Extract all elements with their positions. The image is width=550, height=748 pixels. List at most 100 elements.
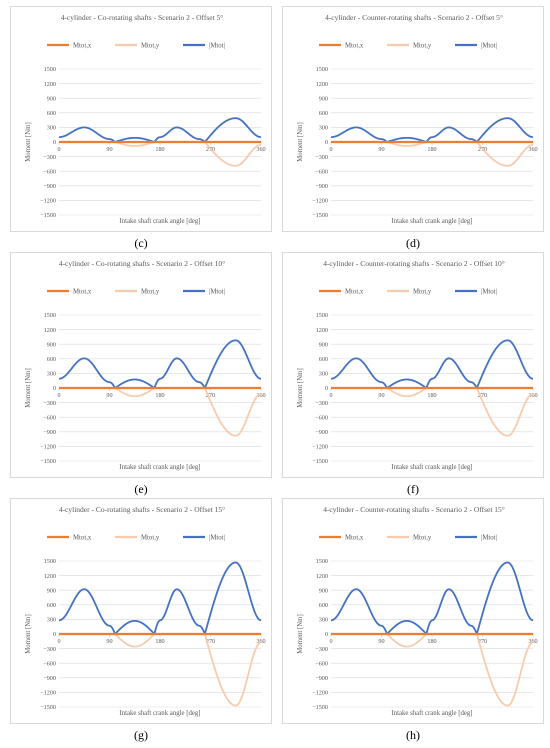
series-line-mtot-abs bbox=[330, 117, 534, 143]
legend-label: |Mtot| bbox=[209, 289, 225, 296]
legend-label: Mtot,x bbox=[345, 535, 364, 542]
y-tick-label: −1200 bbox=[40, 444, 56, 451]
chart-title: 4-cylinder - Counter-rotating shafts - S… bbox=[323, 259, 505, 268]
y-tick-label: −1500 bbox=[312, 212, 328, 219]
y-tick-label: −1500 bbox=[40, 212, 56, 219]
chart-panel-e: 4-cylinder - Co-rotating shafts - Scenar… bbox=[10, 252, 272, 478]
legend-label: Mtot,x bbox=[73, 535, 92, 542]
panel-caption: (d) bbox=[406, 236, 420, 250]
y-tick-label: 1500 bbox=[44, 66, 56, 73]
y-tick-label: 1500 bbox=[44, 312, 56, 319]
series-line-mtot-abs bbox=[330, 339, 534, 389]
y-tick-label: 1200 bbox=[44, 81, 56, 88]
y-tick-label: 900 bbox=[47, 341, 56, 348]
legend-label: |Mtot| bbox=[209, 535, 225, 542]
y-tick-label: 300 bbox=[47, 617, 56, 624]
y-tick-label: 900 bbox=[47, 95, 56, 102]
y-tick-label: 0 bbox=[325, 385, 328, 392]
legend-label: |Mtot| bbox=[481, 43, 497, 50]
legend-label: Mtot,y bbox=[141, 535, 160, 542]
y-tick-label: 600 bbox=[47, 110, 56, 117]
chart-svg-h: 4-cylinder - Counter-rotating shafts - S… bbox=[297, 505, 538, 717]
y-axis-label: Moment [Nm] bbox=[25, 614, 32, 653]
x-axis-label: Intake shaft crank angle [deg] bbox=[391, 464, 472, 471]
y-tick-label: −900 bbox=[43, 675, 56, 682]
y-tick-label: 1500 bbox=[316, 312, 328, 319]
legend-label: Mtot,x bbox=[73, 43, 92, 50]
chart-title: 4-cylinder - Counter-rotating shafts - S… bbox=[323, 505, 505, 514]
y-tick-label: 0 bbox=[53, 139, 56, 146]
y-tick-label: 1500 bbox=[316, 66, 328, 73]
x-tick-label: 0 bbox=[57, 146, 60, 153]
chart-title: 4-cylinder - Co-rotating shafts - Scenar… bbox=[59, 505, 225, 514]
y-tick-label: 900 bbox=[319, 341, 328, 348]
y-tick-label: 0 bbox=[53, 385, 56, 392]
y-tick-label: 0 bbox=[53, 631, 56, 638]
y-tick-label: 1200 bbox=[316, 327, 328, 334]
x-axis-label: Intake shaft crank angle [deg] bbox=[391, 710, 472, 717]
y-tick-label: −1200 bbox=[312, 444, 328, 451]
y-tick-label: −300 bbox=[315, 154, 328, 161]
y-tick-label: −300 bbox=[43, 646, 56, 653]
y-tick-label: −900 bbox=[315, 429, 328, 436]
chart-svg-g: 4-cylinder - Co-rotating shafts - Scenar… bbox=[25, 505, 266, 717]
chart-panel-c: 4-cylinder - Co-rotating shafts - Scenar… bbox=[10, 6, 272, 232]
y-tick-label: −900 bbox=[315, 675, 328, 682]
y-axis-label: Moment [Nm] bbox=[297, 368, 304, 407]
series-line-mtot-abs bbox=[58, 339, 262, 389]
y-tick-label: −300 bbox=[315, 400, 328, 407]
y-tick-label: −1500 bbox=[312, 458, 328, 465]
y-tick-label: 600 bbox=[319, 602, 328, 609]
y-tick-label: −600 bbox=[315, 660, 328, 667]
y-tick-label: 300 bbox=[319, 371, 328, 378]
y-tick-label: 600 bbox=[47, 356, 56, 363]
y-tick-label: 1200 bbox=[44, 573, 56, 580]
x-tick-label: 180 bbox=[427, 146, 436, 153]
y-tick-label: 900 bbox=[47, 587, 56, 594]
y-tick-label: 0 bbox=[325, 631, 328, 638]
y-tick-label: −1200 bbox=[40, 198, 56, 205]
chart-panel-f: 4-cylinder - Counter-rotating shafts - S… bbox=[282, 252, 544, 478]
y-tick-label: −600 bbox=[315, 414, 328, 421]
x-tick-label: 0 bbox=[57, 392, 60, 399]
legend-label: Mtot,y bbox=[141, 289, 160, 296]
y-tick-label: 1200 bbox=[316, 573, 328, 580]
x-tick-label: 90 bbox=[378, 146, 384, 153]
x-tick-label: 90 bbox=[106, 638, 112, 645]
y-tick-label: −600 bbox=[43, 660, 56, 667]
x-tick-label: 0 bbox=[329, 392, 332, 399]
chart-svg-e: 4-cylinder - Co-rotating shafts - Scenar… bbox=[25, 259, 266, 471]
x-tick-label: 90 bbox=[106, 146, 112, 153]
y-tick-label: −600 bbox=[43, 168, 56, 175]
y-tick-label: 900 bbox=[319, 95, 328, 102]
chart-panel-g: 4-cylinder - Co-rotating shafts - Scenar… bbox=[10, 498, 272, 724]
y-tick-label: 0 bbox=[325, 139, 328, 146]
y-tick-label: 300 bbox=[319, 125, 328, 132]
legend-label: |Mtot| bbox=[481, 289, 497, 296]
x-tick-label: 270 bbox=[478, 392, 487, 399]
y-tick-label: −300 bbox=[315, 646, 328, 653]
chart-title: 4-cylinder - Co-rotating shafts - Scenar… bbox=[61, 13, 224, 22]
chart-title: 4-cylinder - Counter-rotating shafts - S… bbox=[325, 13, 503, 22]
series-line-mtot-abs bbox=[330, 561, 534, 635]
chart-panel-d: 4-cylinder - Counter-rotating shafts - S… bbox=[282, 6, 544, 232]
y-tick-label: 600 bbox=[319, 356, 328, 363]
x-tick-label: 270 bbox=[206, 638, 215, 645]
y-axis-label: Moment [Nm] bbox=[25, 122, 32, 161]
y-axis-label: Moment [Nm] bbox=[297, 122, 304, 161]
x-tick-label: 360 bbox=[528, 146, 537, 153]
y-tick-label: −1200 bbox=[312, 198, 328, 205]
x-tick-label: 180 bbox=[155, 146, 164, 153]
x-tick-label: 0 bbox=[329, 146, 332, 153]
x-tick-label: 0 bbox=[329, 638, 332, 645]
x-tick-label: 360 bbox=[528, 638, 537, 645]
panel-caption: (f) bbox=[407, 482, 419, 496]
series-line-mtot-abs bbox=[58, 561, 262, 635]
y-tick-label: −1200 bbox=[312, 690, 328, 697]
x-tick-label: 180 bbox=[155, 638, 164, 645]
x-tick-label: 270 bbox=[478, 638, 487, 645]
y-tick-label: −1200 bbox=[40, 690, 56, 697]
y-tick-label: −1500 bbox=[40, 704, 56, 711]
panel-caption: (e) bbox=[134, 482, 148, 496]
y-axis-label: Moment [Nm] bbox=[25, 368, 32, 407]
